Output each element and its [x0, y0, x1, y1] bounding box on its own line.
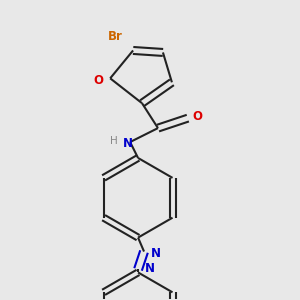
- Text: H: H: [110, 136, 118, 146]
- Text: Br: Br: [108, 30, 123, 43]
- Text: O: O: [93, 74, 103, 87]
- Text: N: N: [123, 136, 133, 149]
- Text: O: O: [193, 110, 203, 123]
- Text: N: N: [151, 247, 161, 260]
- Text: N: N: [145, 262, 155, 275]
